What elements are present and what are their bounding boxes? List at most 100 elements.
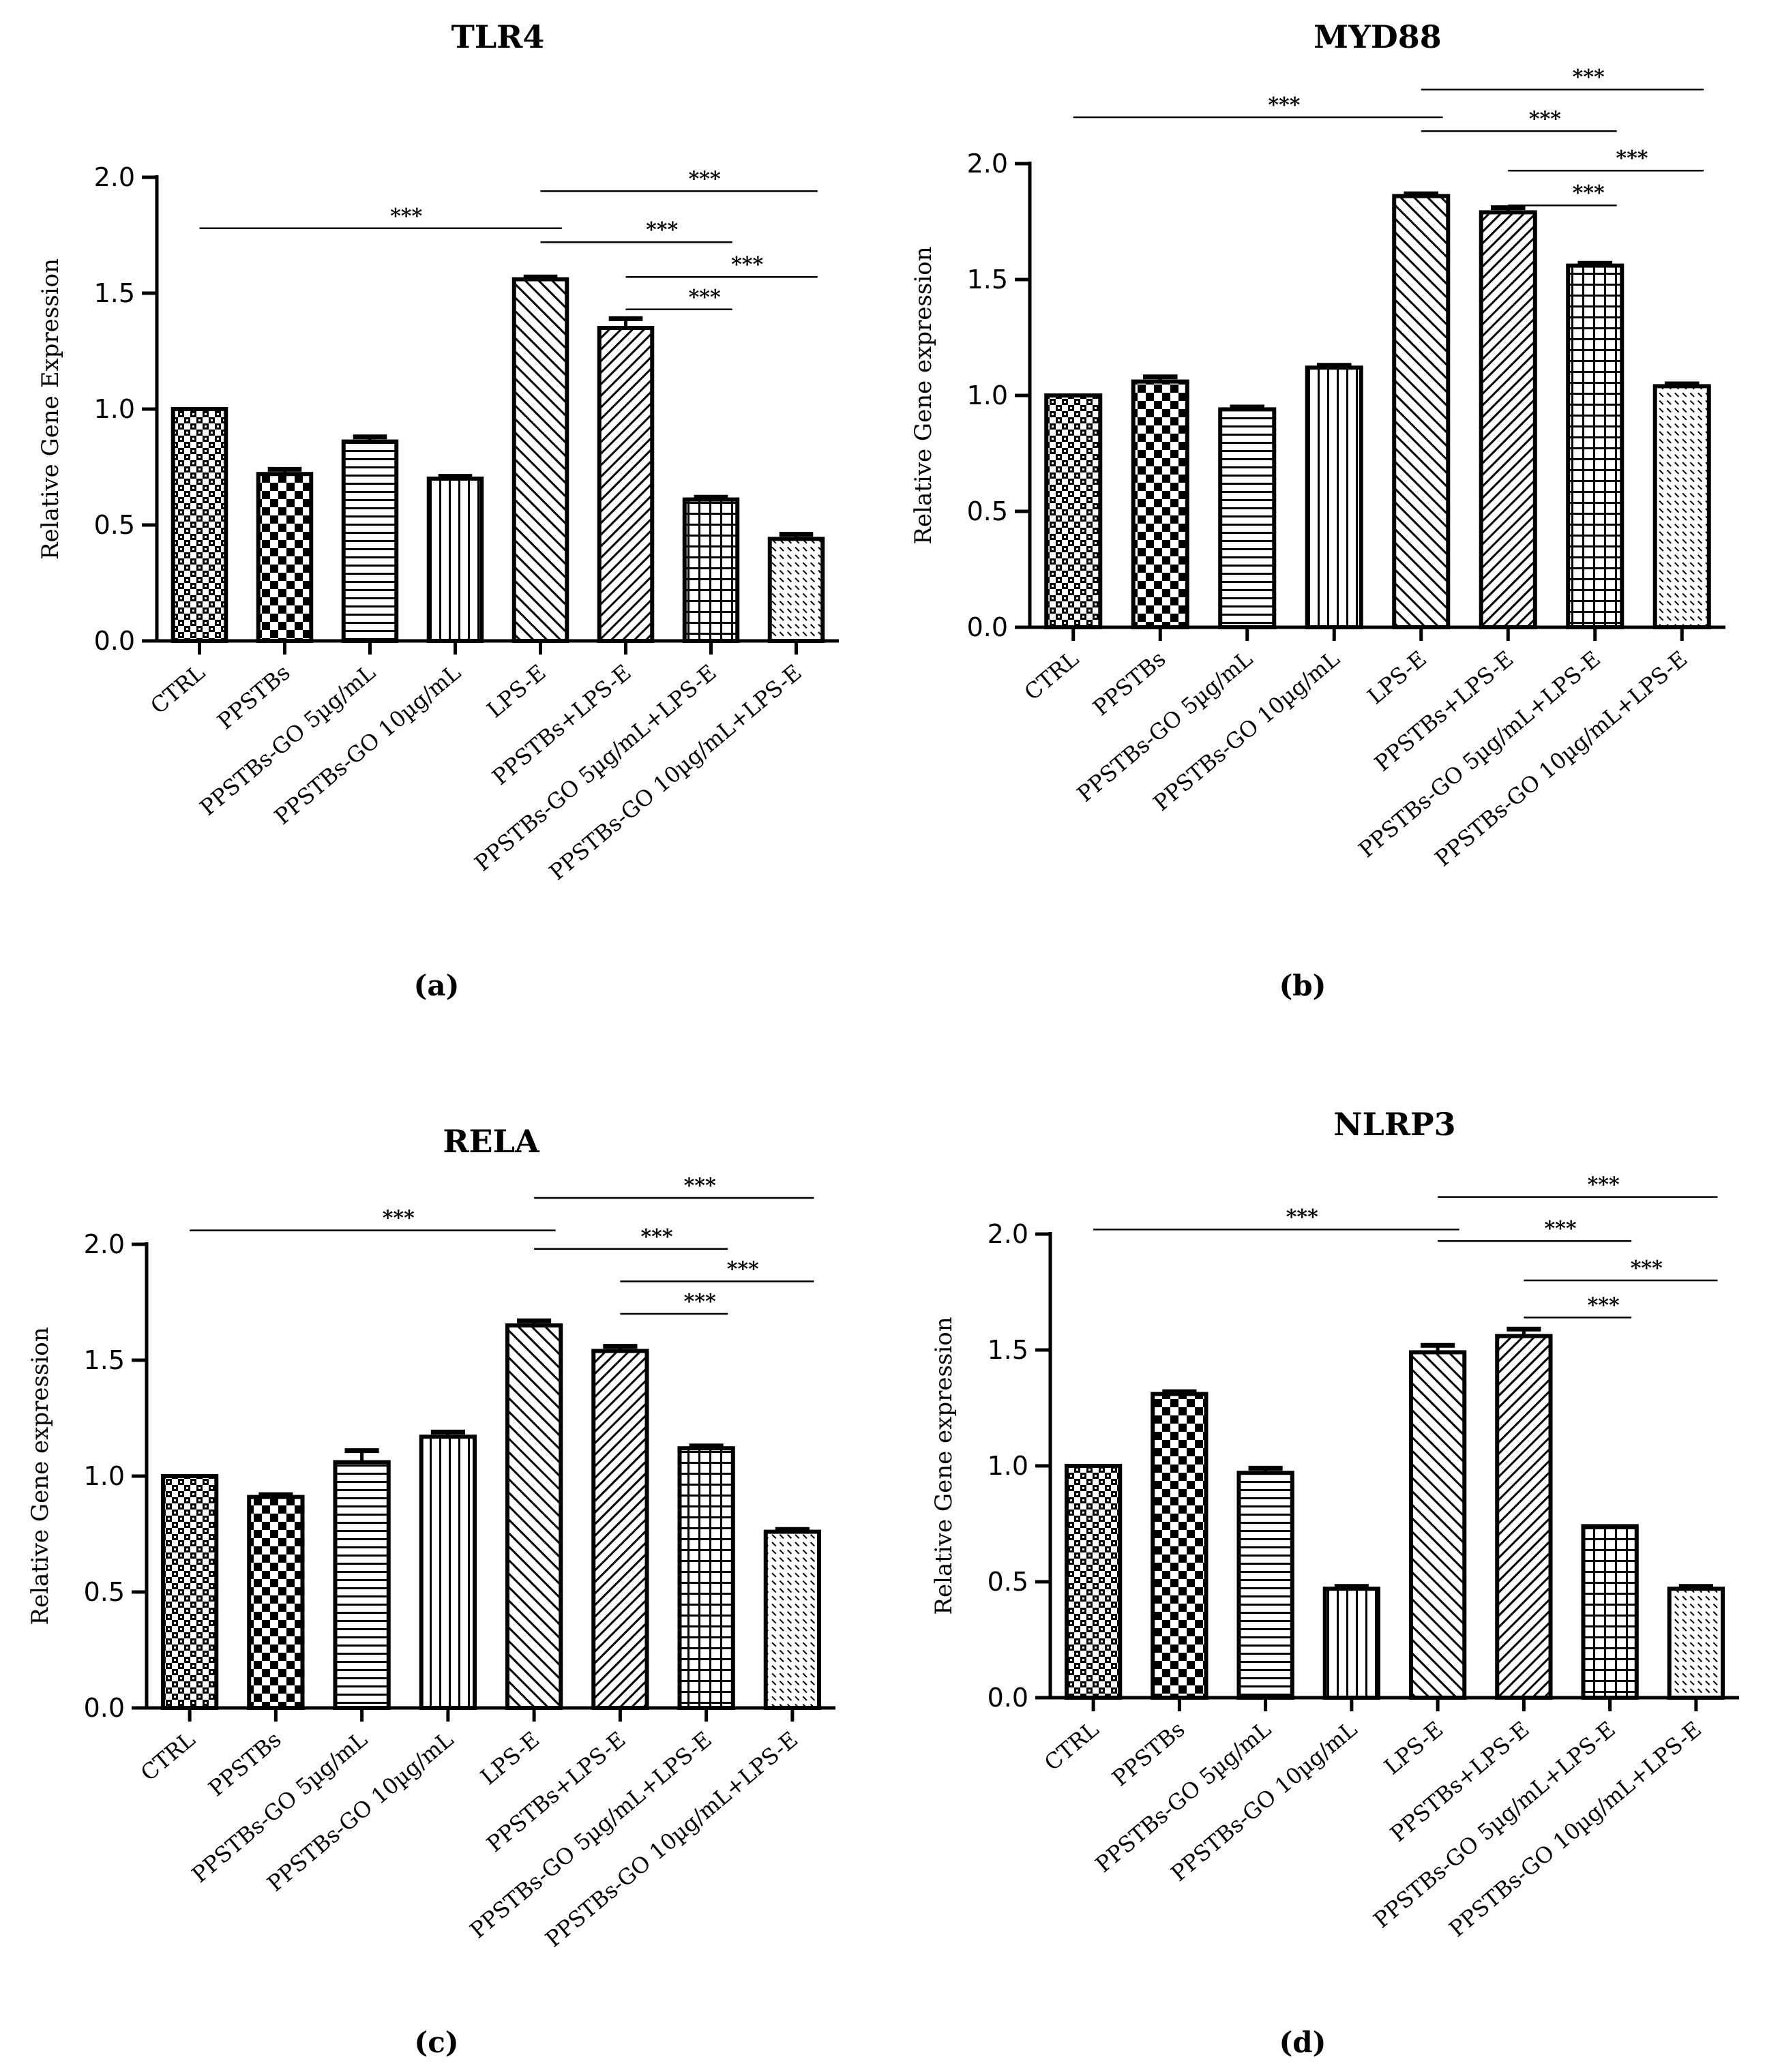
y-tick-label-tlr4-4: 2.0 [94, 162, 135, 192]
y-tick-label-rela-4: 2.0 [84, 1229, 125, 1259]
significance-label-myd88-2: *** [1529, 107, 1561, 131]
bar-rela-5 [591, 1349, 649, 1710]
y-tick-label-myd88-1: 0.5 [967, 496, 1008, 526]
y-tick-label-myd88-0: 0.0 [967, 612, 1008, 642]
category-label-rela-0: CTRL [136, 1726, 200, 1786]
bar-nlrp3-2 [1236, 1471, 1294, 1700]
bar-myd88-4 [1392, 194, 1451, 630]
chart-nlrp3: NLRP3 Relative Gene expression 0.0 0.5 1.0 1.… [930, 1106, 1739, 1942]
y-tick-label-myd88-3: 1.5 [967, 265, 1008, 295]
bar-nlrp3-4 [1408, 1350, 1467, 1700]
significance-label-rela-2: *** [640, 1225, 672, 1249]
y-axis-label-rela: Relative Gene expression [27, 1327, 54, 1625]
y-tick-label-tlr4-2: 1.0 [94, 394, 135, 424]
bar-tlr4-0 [170, 407, 228, 643]
bar-rela-4 [505, 1323, 563, 1710]
category-label-nlrp3-4: LPS-E [1379, 1716, 1448, 1780]
panel-letter-d: (d) [1279, 2026, 1326, 2059]
category-label-rela-4: LPS-E [475, 1726, 544, 1790]
category-label-tlr4-5: PPSTBs+LPS-E [487, 659, 636, 790]
y-axis-label-tlr4: Relative Gene Expression [37, 258, 64, 560]
bar-myd88-1 [1131, 379, 1189, 629]
bar-myd88-6 [1566, 263, 1625, 630]
panel-letter-b: (b) [1279, 969, 1326, 1002]
y-tick-label-tlr4-3: 1.5 [94, 278, 135, 308]
significance-label-rela-0: *** [383, 1207, 415, 1231]
y-tick-label-nlrp3-0: 0.0 [988, 1683, 1028, 1713]
bar-myd88-0 [1044, 393, 1103, 629]
bar-rela-0 [160, 1474, 219, 1710]
bar-rela-1 [247, 1495, 305, 1711]
bar-myd88-2 [1218, 407, 1277, 630]
y-tick-label-myd88-4: 2.0 [967, 149, 1008, 179]
category-label-tlr4-0: CTRL [145, 659, 209, 719]
bar-myd88-7 [1652, 384, 1711, 630]
bar-nlrp3-5 [1495, 1334, 1553, 1700]
panel-letter-c: (c) [414, 2026, 458, 2059]
category-label-tlr4-4: LPS-E [482, 659, 551, 723]
significance-label-nlrp3-4: *** [1588, 1293, 1620, 1317]
y-tick-label-rela-2: 1.0 [84, 1461, 125, 1491]
significance-label-tlr4-4: *** [689, 286, 721, 310]
significance-label-myd88-0: *** [1268, 93, 1300, 117]
significance-label-rela-3: *** [727, 1257, 759, 1281]
y-tick-label-nlrp3-1: 0.5 [988, 1567, 1028, 1597]
bar-tlr4-1 [256, 472, 314, 644]
category-label-nlrp3-0: CTRL [1039, 1716, 1103, 1776]
y-axis-label-myd88: Relative Gene expression [910, 246, 937, 544]
significance-label-tlr4-3: *** [731, 253, 763, 277]
y-tick-label-tlr4-1: 0.5 [94, 510, 135, 540]
significance-label-myd88-3: *** [1616, 147, 1648, 170]
bar-tlr4-7 [767, 537, 825, 644]
bar-tlr4-4 [511, 277, 569, 644]
y-tick-label-tlr4-0: 0.0 [94, 626, 135, 656]
category-label-rela-1: PPSTBs [203, 1726, 286, 1801]
chart-myd88: MYD88 Relative Gene expression 0.0 0.5 1.0 1.… [910, 18, 1725, 871]
panel-letter-a: (a) [414, 969, 460, 1002]
chart-title-tlr4: TLR4 [451, 18, 545, 55]
category-label-myd88-0: CTRL [1020, 646, 1084, 706]
significance-label-nlrp3-0: *** [1286, 1205, 1318, 1229]
significance-label-rela-4: *** [684, 1290, 716, 1314]
chart-title-myd88: MYD88 [1314, 18, 1442, 55]
y-tick-label-rela-1: 0.5 [84, 1577, 125, 1607]
significance-label-tlr4-2: *** [646, 218, 678, 242]
bar-rela-2 [333, 1460, 391, 1711]
bar-tlr4-2 [341, 439, 399, 643]
bar-myd88-5 [1479, 210, 1537, 629]
category-label-nlrp3-1: PPSTBs [1107, 1716, 1189, 1791]
y-tick-label-rela-0: 0.0 [84, 1693, 125, 1723]
bar-nlrp3-7 [1667, 1587, 1725, 1700]
bar-rela-3 [419, 1435, 477, 1710]
y-tick-label-nlrp3-3: 1.5 [988, 1335, 1028, 1365]
y-tick-label-nlrp3-2: 1.0 [988, 1451, 1028, 1481]
significance-label-myd88-1: *** [1573, 65, 1605, 89]
significance-label-tlr4-0: *** [390, 205, 422, 228]
significance-label-myd88-4: *** [1573, 181, 1605, 205]
significance-label-nlrp3-2: *** [1544, 1217, 1576, 1241]
bar-nlrp3-6 [1581, 1524, 1639, 1700]
bar-nlrp3-0 [1064, 1464, 1123, 1700]
bar-tlr4-5 [597, 326, 655, 643]
bar-rela-6 [677, 1446, 735, 1710]
y-tick-label-myd88-2: 1.0 [967, 380, 1008, 410]
chart-title-nlrp3: NLRP3 [1333, 1106, 1455, 1143]
category-label-tlr4-1: PPSTBs [212, 659, 295, 734]
chart-title-rela: RELA [443, 1123, 540, 1160]
bar-myd88-3 [1305, 365, 1363, 629]
significance-label-nlrp3-3: *** [1631, 1257, 1663, 1280]
y-axis-label-nlrp3: Relative Gene expression [930, 1317, 958, 1615]
category-label-myd88-1: PPSTBs [1088, 646, 1170, 721]
chart-tlr4: TLR4 Relative Gene Expression 0.0 0.5 1.0 1.5… [37, 18, 839, 885]
significance-label-tlr4-1: *** [689, 167, 721, 191]
bar-tlr4-6 [682, 497, 740, 643]
y-tick-label-rela-3: 1.5 [84, 1345, 125, 1375]
bar-tlr4-3 [426, 477, 484, 643]
category-label-myd88-4: LPS-E [1363, 646, 1432, 709]
y-tick-label-nlrp3-4: 2.0 [988, 1219, 1028, 1249]
significance-label-nlrp3-1: *** [1588, 1173, 1620, 1197]
bar-nlrp3-3 [1322, 1587, 1381, 1700]
significance-label-rela-1: *** [684, 1174, 716, 1198]
chart-rela: RELA Relative Gene expression 0.0 0.5 1.0 1.5… [27, 1123, 835, 1952]
